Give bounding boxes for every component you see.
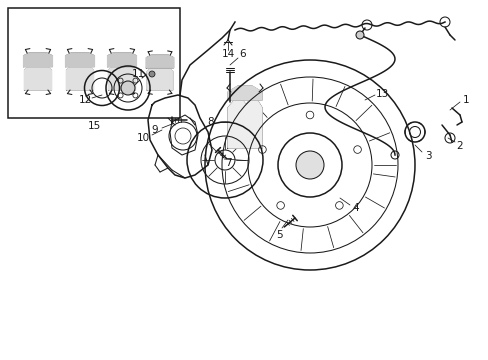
Polygon shape <box>24 67 51 90</box>
Polygon shape <box>107 53 136 67</box>
Text: 11: 11 <box>131 69 144 79</box>
Text: 5: 5 <box>276 230 283 240</box>
Bar <box>8 8 180 118</box>
Text: 9: 9 <box>151 125 158 135</box>
Text: 2: 2 <box>456 141 462 151</box>
Polygon shape <box>147 68 172 90</box>
Circle shape <box>295 151 324 179</box>
Circle shape <box>121 81 135 95</box>
Text: 1: 1 <box>462 95 468 105</box>
Polygon shape <box>108 67 135 90</box>
Polygon shape <box>23 53 52 67</box>
Text: 15: 15 <box>87 121 101 131</box>
Circle shape <box>149 71 155 77</box>
Text: 6: 6 <box>239 49 246 59</box>
Polygon shape <box>227 100 262 148</box>
Text: 7: 7 <box>224 158 231 168</box>
Text: 14: 14 <box>221 49 234 59</box>
Polygon shape <box>65 53 94 67</box>
Text: 10: 10 <box>136 133 149 143</box>
Text: 13: 13 <box>375 89 388 99</box>
Polygon shape <box>227 86 262 100</box>
Text: 12: 12 <box>78 95 91 105</box>
Circle shape <box>355 31 363 39</box>
Polygon shape <box>66 67 93 90</box>
Text: 3: 3 <box>424 151 430 161</box>
Text: 8: 8 <box>207 117 214 127</box>
Polygon shape <box>146 55 173 68</box>
Text: 4: 4 <box>352 203 359 213</box>
